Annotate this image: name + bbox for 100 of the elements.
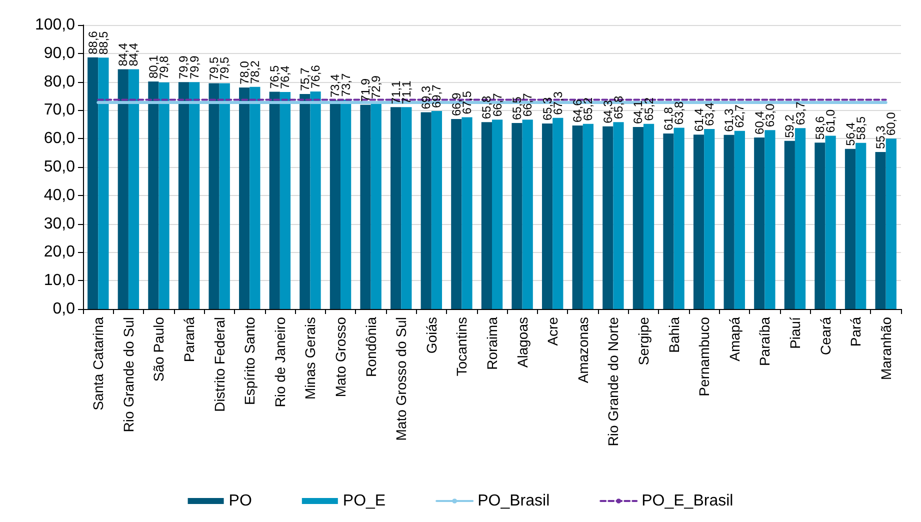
x-tick-label: Espírito Santo [242, 316, 258, 405]
x-tick-label: Piauí [786, 316, 803, 349]
data-label: 76,5 [268, 65, 282, 89]
bar [451, 119, 462, 309]
bar [522, 120, 533, 309]
bar [844, 148, 856, 309]
x-tick-label: Pernambuco [696, 316, 712, 396]
bar [360, 104, 371, 309]
data-label: 66,9 [449, 92, 464, 116]
y-tick-label: 10,0 [44, 272, 76, 290]
bar [431, 111, 442, 309]
x-tick-label: Rondônia [362, 316, 379, 377]
data-label: 60,4 [752, 110, 766, 134]
bar [542, 124, 553, 309]
bar [340, 100, 352, 309]
data-label: 73,4 [328, 74, 342, 98]
bar [643, 124, 654, 309]
bar [208, 83, 220, 309]
bar [693, 134, 704, 309]
bar [98, 58, 109, 309]
bar [189, 82, 200, 309]
bar [764, 130, 776, 309]
bar [512, 122, 522, 309]
y-tick-label: 20,0 [44, 244, 76, 261]
legend-label: PO_E_Brasil [642, 492, 734, 510]
x-tick-label: Mato Grosso do Sul [393, 317, 410, 441]
x-tick-label: Roraima [484, 316, 500, 370]
bar [88, 57, 98, 309]
x-tick-label: Paraná [181, 316, 198, 362]
x-tick-label: Distrito Federal [211, 317, 228, 412]
data-label: 61,8 [661, 106, 676, 130]
x-tick-label: Amazonas [574, 317, 591, 384]
y-tick-label: 70,0 [44, 102, 76, 119]
legend-label: PO_Brasil [478, 492, 550, 510]
y-tick-label: 0,0 [52, 300, 76, 318]
bar [420, 112, 432, 309]
data-label: 64,3 [600, 100, 615, 124]
bar [674, 128, 684, 309]
y-tick-label: 100,0 [34, 16, 76, 34]
data-label: 88,6 [86, 30, 100, 54]
bar [734, 130, 745, 309]
x-tick-label: Alagoas [514, 317, 530, 368]
bar [613, 122, 624, 309]
x-tick-label: Santa Catarina [90, 316, 106, 410]
bar [300, 94, 310, 309]
data-label: 71,9 [358, 78, 373, 102]
x-tick-label: Bahia [666, 316, 682, 353]
bar [552, 118, 564, 309]
data-label: 79,5 [207, 56, 222, 80]
bar [148, 82, 159, 309]
bar [754, 137, 765, 309]
bar [784, 140, 795, 309]
y-tick-label: 30,0 [44, 215, 76, 232]
y-tick-label: 90,0 [44, 44, 76, 62]
data-label: 61,3 [722, 108, 736, 132]
bar [401, 107, 412, 309]
data-label: 64,1 [631, 100, 646, 124]
legend-label: PO_E [342, 492, 386, 510]
x-tick-label: Rio Grande do Norte [605, 316, 622, 446]
bar [239, 87, 250, 309]
bar [602, 126, 614, 309]
bar [663, 133, 674, 309]
data-label: 56,4 [843, 122, 858, 146]
bar [330, 100, 341, 309]
bar [269, 92, 280, 309]
x-tick-label: Paraíba [756, 316, 773, 366]
x-tick-label: Goiás [423, 317, 440, 354]
bar [219, 83, 230, 309]
bar [582, 124, 594, 309]
bar [856, 142, 866, 309]
bar [814, 142, 826, 309]
y-tick-label: 40,0 [44, 186, 76, 204]
x-tick-label: Maranhão [878, 316, 894, 380]
bar [118, 69, 128, 309]
x-tick-label: Tocantins [454, 317, 470, 376]
bar [178, 82, 190, 309]
data-label: 65,8 [480, 95, 494, 120]
bar [128, 69, 140, 309]
y-tick-label: 60,0 [44, 130, 76, 148]
data-label: 65,3 [540, 96, 554, 121]
bar [280, 92, 291, 309]
y-tick-label: 80,0 [44, 73, 76, 90]
data-label: 58,6 [812, 116, 827, 140]
bar [724, 134, 734, 309]
x-tick-label: Mato Grosso [332, 316, 349, 398]
data-label: 64,6 [570, 98, 585, 123]
x-tick-label: Pará [848, 316, 864, 347]
bar [572, 126, 583, 309]
bar [481, 122, 492, 309]
legend-label: PO [228, 492, 252, 510]
bar [794, 128, 806, 309]
data-label: 75,7 [298, 67, 312, 92]
x-tick-label: Rio Grande do Sul [120, 317, 136, 432]
data-label: 79,9 [176, 55, 191, 80]
x-tick-label: Acre [544, 316, 561, 346]
bar [875, 152, 886, 309]
bar [825, 136, 836, 309]
data-label: 59,2 [782, 114, 797, 138]
x-tick-label: São Paulo [150, 316, 167, 382]
x-tick-label: Rio de Janeiro [272, 316, 288, 408]
